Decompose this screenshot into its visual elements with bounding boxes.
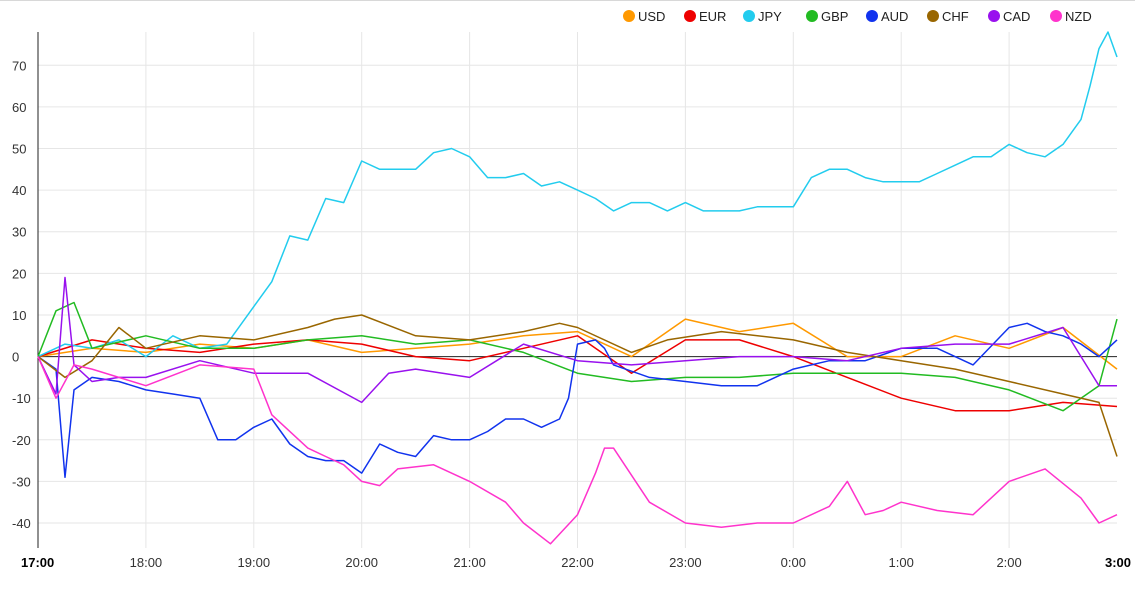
legend-item-eur[interactable]: EUR — [684, 9, 726, 24]
series-line-nzd — [37, 356, 1118, 545]
grid — [38, 32, 1117, 548]
y-tick-label: 50 — [12, 142, 26, 157]
y-tick-label: 40 — [12, 183, 26, 198]
x-tick-label: 23:00 — [669, 555, 702, 570]
legend-item-jpy[interactable]: JPY — [743, 9, 782, 24]
y-tick-label: 0 — [12, 350, 19, 365]
legend-swatch — [866, 10, 878, 22]
x-tick-label: 22:00 — [561, 555, 594, 570]
legend-swatch — [623, 10, 635, 22]
legend-swatch — [684, 10, 696, 22]
legend-swatch — [927, 10, 939, 22]
legend-swatch — [806, 10, 818, 22]
series-line-cad — [37, 276, 1117, 404]
axes: 70 60 50 40 30 20 10 0 -10 -20 -30 -40 17:00 18:00 19:… — [12, 32, 1131, 570]
legend-label: CHF — [942, 9, 969, 24]
y-tick-label: -20 — [12, 433, 31, 448]
legend-label: NZD — [1065, 9, 1092, 24]
legend-item-cad[interactable]: CAD — [988, 9, 1030, 24]
y-tick-label: 70 — [12, 58, 26, 73]
x-tick-label: 3:00 — [1105, 555, 1131, 570]
y-tick-label: 10 — [12, 308, 26, 323]
series-line-aud — [37, 322, 1118, 479]
legend-label: EUR — [699, 9, 726, 24]
x-tick-label: 21:00 — [453, 555, 486, 570]
y-tick-label: 30 — [12, 225, 26, 240]
legend-item-usd[interactable]: USD — [623, 9, 665, 24]
legend-label: JPY — [758, 9, 782, 24]
legend-label: AUD — [881, 9, 908, 24]
series-line-jpy — [37, 31, 1118, 358]
series-lines — [37, 31, 1118, 545]
legend-item-gbp[interactable]: GBP — [806, 9, 848, 24]
legend-label: GBP — [821, 9, 848, 24]
legend-label: CAD — [1003, 9, 1030, 24]
legend-swatch — [988, 10, 1000, 22]
x-tick-label: 19:00 — [238, 555, 271, 570]
y-tick-label: -40 — [12, 516, 31, 531]
x-tick-label: 0:00 — [781, 555, 806, 570]
x-tick-label: 17:00 — [21, 555, 54, 570]
series-line-chf — [37, 314, 1118, 457]
x-tick-label: 18:00 — [130, 555, 163, 570]
x-tick-label: 20:00 — [345, 555, 378, 570]
top-border — [0, 0, 1135, 1]
legend-swatch — [743, 10, 755, 22]
series-line-gbp — [37, 301, 1118, 412]
x-tick-label: 1:00 — [889, 555, 914, 570]
x-tick-label: 2:00 — [996, 555, 1021, 570]
y-tick-label: -10 — [12, 391, 31, 406]
legend-item-aud[interactable]: AUD — [866, 9, 908, 24]
legend-label: USD — [638, 9, 665, 24]
legend-item-nzd[interactable]: NZD — [1050, 9, 1092, 24]
legend-item-chf[interactable]: CHF — [927, 9, 969, 24]
legend[interactable]: USD EUR JPY GBP AUD CHF CAD NZD — [623, 9, 1092, 24]
y-tick-label: -30 — [12, 474, 31, 489]
legend-swatch — [1050, 10, 1062, 22]
y-tick-label: 20 — [12, 266, 26, 281]
series-line-eur — [37, 335, 1118, 412]
y-tick-label: 60 — [12, 100, 26, 115]
